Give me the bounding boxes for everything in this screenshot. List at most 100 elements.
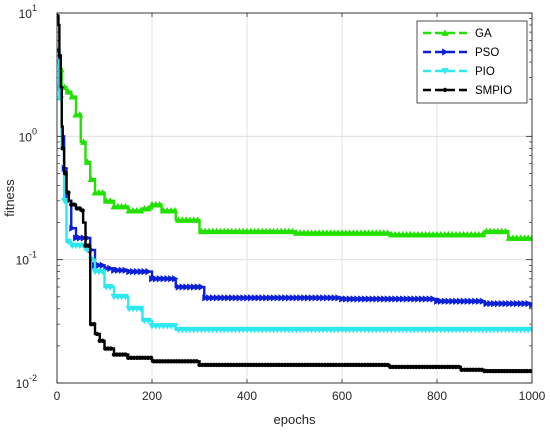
- data-point-pso: [365, 295, 373, 303]
- data-point-pso: [209, 294, 217, 302]
- data-point-pso: [418, 295, 426, 303]
- data-point-pso: [373, 295, 380, 303]
- data-point-pso: [380, 295, 388, 303]
- legend-label-pso: PSO: [475, 47, 499, 59]
- data-point-ga: [528, 234, 532, 241]
- legend-marker-smpio: [442, 87, 448, 93]
- data-point-ga: [501, 227, 509, 235]
- data-point-pso: [453, 297, 460, 305]
- data-point-pso: [437, 297, 445, 305]
- data-point-pso: [498, 300, 506, 308]
- data-point-pso: [392, 295, 399, 303]
- data-point-pso: [449, 297, 456, 305]
- data-point-pso: [297, 294, 304, 302]
- legend-item-pso: PSO: [423, 47, 499, 59]
- data-point-pso: [384, 295, 392, 303]
- data-point-pso: [107, 264, 114, 272]
- data-point-pso: [491, 300, 498, 308]
- data-point-pso: [403, 295, 411, 303]
- data-point-pso: [399, 295, 407, 303]
- data-point-smpio: [71, 202, 77, 207]
- data-point-ga: [156, 200, 164, 208]
- data-point-smpio: [456, 364, 462, 370]
- series-ga: [57, 46, 532, 241]
- data-point-pio: [64, 238, 72, 246]
- x-tick-label: 200: [142, 389, 162, 403]
- data-point-pso: [141, 268, 148, 276]
- data-point-pso: [354, 295, 361, 303]
- legend-marker-pio: [441, 68, 449, 75]
- data-point-pso: [152, 275, 160, 283]
- data-point-pso: [426, 295, 433, 303]
- legend-item-ga: GA: [423, 28, 492, 40]
- axes-frame: [56, 12, 533, 384]
- data-point-pso: [510, 300, 517, 308]
- legend: GA PSO PIO SMPIO: [416, 20, 528, 104]
- data-point-pso: [232, 294, 240, 302]
- data-point-pso: [396, 295, 403, 303]
- data-point-pso: [475, 297, 483, 305]
- data-point-pso: [308, 294, 316, 302]
- data-point-pso: [415, 295, 422, 303]
- data-point-pso: [293, 294, 300, 302]
- data-point-pso: [130, 268, 137, 276]
- data-point-ga: [194, 216, 202, 223]
- data-point-pso: [278, 294, 285, 302]
- data-point-pso: [247, 294, 255, 302]
- y-tick-label: 10-1: [16, 250, 37, 268]
- data-point-ga: [83, 158, 91, 165]
- data-point-pso: [525, 300, 532, 308]
- data-point-smpio: [108, 346, 114, 351]
- data-point-pso: [126, 268, 133, 276]
- data-point-pso: [156, 275, 164, 283]
- data-point-pio: [528, 326, 532, 334]
- data-point-pso: [171, 275, 179, 283]
- data-point-smpio: [80, 208, 85, 213]
- data-point-pso: [377, 295, 384, 303]
- legend-label-ga: GA: [475, 28, 492, 40]
- data-point-pso: [456, 297, 464, 305]
- data-point-pso: [255, 294, 262, 302]
- data-point-pso: [168, 275, 175, 283]
- y-tick-label: 100: [19, 126, 37, 144]
- data-point-pso: [487, 300, 494, 308]
- legend-marker-ga: [441, 29, 449, 36]
- data-point-pso: [445, 297, 452, 305]
- data-point-pso: [114, 266, 122, 274]
- data-point-pso: [266, 294, 274, 302]
- data-point-pso: [494, 300, 502, 308]
- data-point-pso: [164, 275, 171, 283]
- data-point-pso: [228, 294, 236, 302]
- data-point-ga: [479, 230, 487, 238]
- data-point-pso: [407, 295, 414, 303]
- data-point-pso: [137, 268, 145, 276]
- y-minor-ticks: [57, 18, 532, 347]
- data-point-pso: [217, 294, 224, 302]
- data-point-ga: [76, 111, 84, 118]
- data-point-pio: [171, 323, 179, 330]
- data-point-pso: [213, 294, 221, 302]
- data-point-smpio: [527, 368, 532, 374]
- series-smpio: [57, 13, 532, 374]
- data-point-ga: [68, 92, 76, 100]
- data-point-pso: [95, 261, 103, 269]
- data-point-pso: [316, 294, 323, 302]
- data-point-pso: [221, 294, 228, 302]
- data-point-pso: [411, 295, 418, 303]
- data-point-pio: [57, 59, 61, 66]
- data-point-pio: [137, 305, 145, 313]
- data-point-pso: [327, 294, 335, 302]
- data-point-ga: [64, 88, 72, 95]
- data-point-pso: [346, 295, 354, 303]
- data-point-ga: [87, 175, 95, 182]
- x-tick-label: 600: [332, 389, 352, 403]
- data-point-pso: [331, 294, 338, 302]
- data-point-pso: [259, 294, 266, 302]
- legend-label-pio: PIO: [475, 66, 495, 78]
- data-point-pso: [483, 300, 490, 308]
- data-point-smpio: [94, 331, 100, 337]
- data-point-pso: [69, 224, 76, 232]
- data-point-pso: [506, 300, 513, 308]
- data-point-pso: [472, 297, 479, 305]
- data-point-pio: [121, 293, 129, 301]
